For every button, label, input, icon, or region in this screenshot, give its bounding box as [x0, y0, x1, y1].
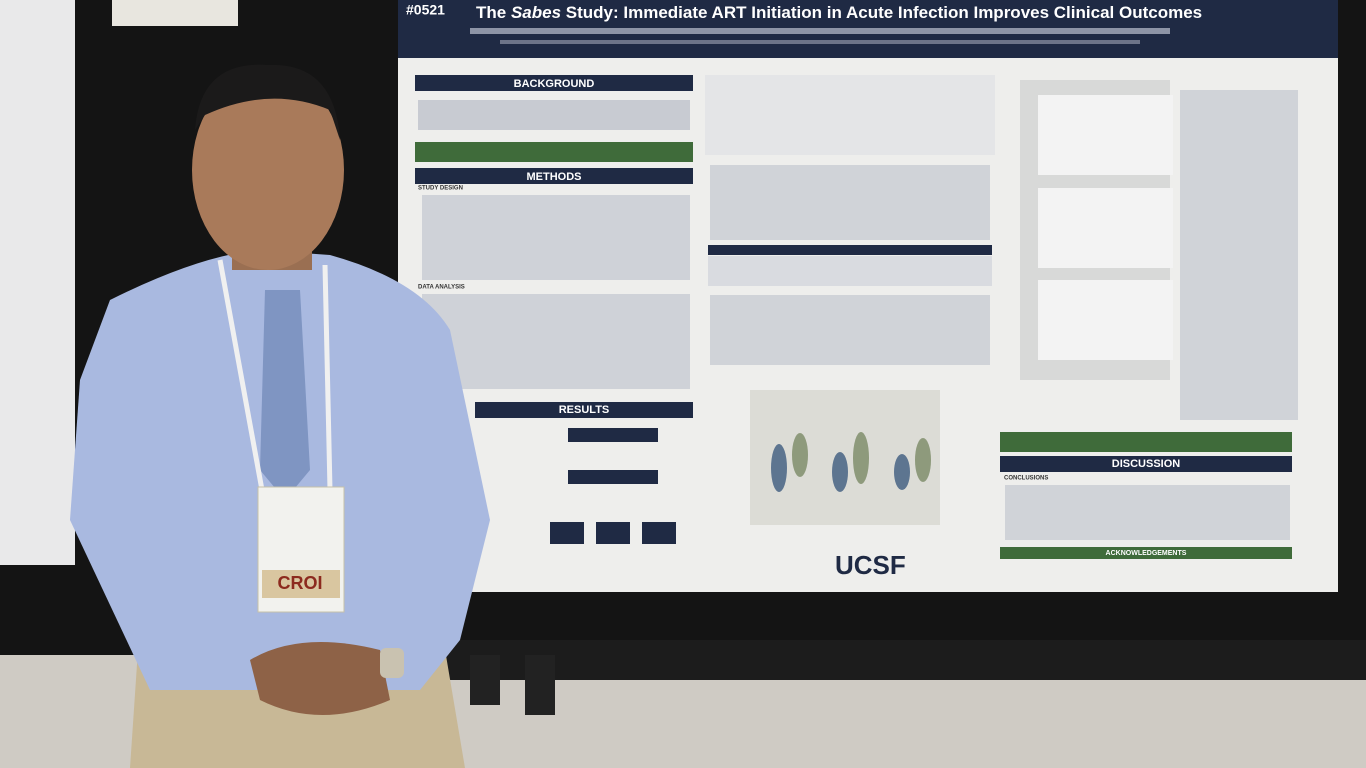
summary-box — [1000, 432, 1292, 452]
section-bar — [1000, 456, 1292, 472]
text-block — [422, 294, 690, 389]
table — [708, 256, 992, 286]
section-bar — [1000, 547, 1292, 559]
title-part: Sabes — [511, 3, 561, 22]
text-block — [1005, 485, 1290, 540]
table-header — [708, 245, 992, 255]
subhead: CONCLUSIONS — [1004, 476, 1048, 482]
poster-number: #0521 — [406, 2, 445, 18]
sign — [112, 0, 238, 26]
violin — [894, 454, 910, 490]
flowchart-box — [596, 522, 630, 544]
poster-title: The Sabes Study: Immediate ART Initiatio… — [476, 3, 1202, 22]
section-title: RESULTS — [559, 404, 610, 416]
violin — [832, 452, 848, 492]
panel-base — [440, 640, 1366, 680]
neighbour-poster — [0, 0, 75, 565]
text-block — [418, 100, 690, 130]
section-title: BACKGROUND — [514, 78, 595, 90]
text-block — [1180, 90, 1298, 420]
flowchart-box — [642, 522, 676, 544]
text-block — [422, 195, 690, 280]
hair — [195, 64, 340, 140]
title-part: The — [476, 3, 511, 22]
text-block — [710, 165, 990, 240]
title-part: Study: Immediate ART Initiation in Acute… — [561, 3, 1202, 22]
section-title: DISCUSSION — [1112, 458, 1181, 470]
section-title: ACKNOWLEDGEMENTS — [1106, 550, 1187, 557]
watch — [380, 648, 404, 678]
section-title: METHODS — [527, 171, 582, 183]
figure — [705, 75, 995, 155]
subhead: DATA ANALYSIS — [418, 285, 465, 291]
lanyard — [217, 259, 333, 491]
pca-plot — [1038, 188, 1173, 268]
legs — [470, 655, 500, 705]
violin — [792, 433, 808, 477]
section-bar — [475, 402, 693, 418]
section-bar — [415, 75, 693, 91]
tie — [260, 290, 310, 500]
section-bar — [415, 168, 693, 184]
hands — [250, 642, 390, 715]
authors — [470, 28, 1170, 34]
flowchart-box — [550, 522, 584, 544]
flowchart-box — [568, 428, 658, 442]
violin — [771, 444, 787, 492]
flowchart-box — [568, 470, 658, 484]
subhead: STUDY DESIGN — [418, 186, 463, 192]
pca-plot — [1038, 280, 1173, 360]
text-block — [710, 295, 990, 365]
violin — [915, 438, 931, 482]
affiliations — [500, 40, 1140, 44]
pca-plot — [1038, 95, 1173, 175]
legs — [525, 655, 555, 715]
badge-logo: CROI — [278, 573, 323, 593]
logo: UCSF — [835, 550, 906, 580]
badge-band — [262, 570, 340, 598]
objective-box — [415, 142, 693, 162]
face — [192, 70, 344, 270]
violin — [853, 432, 869, 484]
